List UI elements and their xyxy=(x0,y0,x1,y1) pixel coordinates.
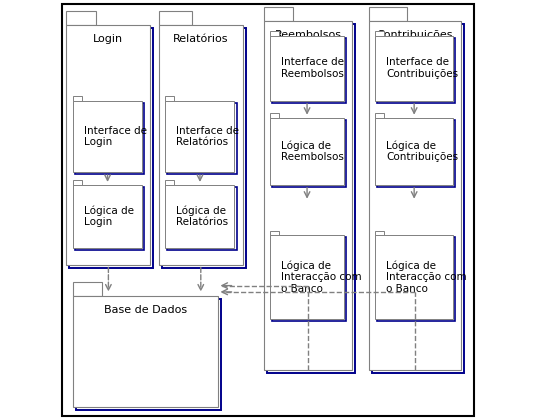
Bar xyxy=(270,31,279,39)
Text: Lógica de
Login: Lógica de Login xyxy=(84,205,134,227)
Bar xyxy=(270,36,344,101)
Bar xyxy=(165,96,174,104)
Bar xyxy=(369,7,407,21)
Bar xyxy=(165,101,234,172)
Text: Lógica de
Interacção com
o Banco: Lógica de Interacção com o Banco xyxy=(281,260,362,294)
Bar xyxy=(375,31,384,39)
Bar xyxy=(66,11,96,25)
Bar xyxy=(272,237,346,321)
Bar xyxy=(369,21,461,370)
Bar xyxy=(73,96,82,104)
Bar xyxy=(270,118,344,185)
Bar xyxy=(372,24,464,373)
Text: Base de Dados: Base de Dados xyxy=(103,305,187,315)
Text: Login: Login xyxy=(93,34,123,45)
Bar xyxy=(375,36,453,101)
Text: Lógica de
Contribuições: Lógica de Contribuições xyxy=(386,140,459,162)
Text: Reembolsos: Reembolsos xyxy=(274,30,341,40)
Bar xyxy=(377,237,455,321)
Text: Relatórios: Relatórios xyxy=(173,34,228,45)
Bar xyxy=(272,38,346,103)
Bar xyxy=(375,118,453,185)
Bar xyxy=(377,38,455,103)
Bar xyxy=(73,101,142,172)
Bar xyxy=(270,113,279,121)
Text: Lógica de
Reembolsos: Lógica de Reembolsos xyxy=(281,140,344,162)
Text: Lógica de
Relatórios: Lógica de Relatórios xyxy=(176,205,228,227)
Bar xyxy=(264,7,293,21)
Bar xyxy=(272,120,346,187)
Bar xyxy=(264,21,352,370)
Bar xyxy=(69,28,153,268)
Bar xyxy=(270,231,279,238)
Bar xyxy=(375,235,453,319)
Bar xyxy=(73,180,82,188)
Text: Interface de
Reembolsos: Interface de Reembolsos xyxy=(281,58,345,79)
Bar xyxy=(73,282,102,296)
Text: Interface de
Login: Interface de Login xyxy=(84,126,147,147)
Bar xyxy=(375,231,384,238)
Bar xyxy=(159,11,192,25)
Bar xyxy=(75,103,144,174)
Bar xyxy=(73,185,142,248)
Bar xyxy=(165,185,234,248)
Bar xyxy=(162,28,245,268)
Bar xyxy=(76,299,220,410)
Bar xyxy=(75,187,144,250)
Bar xyxy=(159,25,243,265)
Bar xyxy=(73,296,218,407)
Bar xyxy=(167,103,236,174)
Text: Interface de
Contribuições: Interface de Contribuições xyxy=(386,58,459,79)
Text: Lógica de
Interacção com
o Banco: Lógica de Interacção com o Banco xyxy=(386,260,467,294)
Bar xyxy=(270,235,344,319)
Bar xyxy=(267,24,355,373)
Text: Interface de
Relatórios: Interface de Relatórios xyxy=(176,126,240,147)
Text: Contribuições: Contribuições xyxy=(377,30,453,40)
Bar xyxy=(66,25,151,265)
Bar xyxy=(167,187,236,250)
Bar xyxy=(377,120,455,187)
Bar xyxy=(165,180,174,188)
Bar xyxy=(375,113,384,121)
